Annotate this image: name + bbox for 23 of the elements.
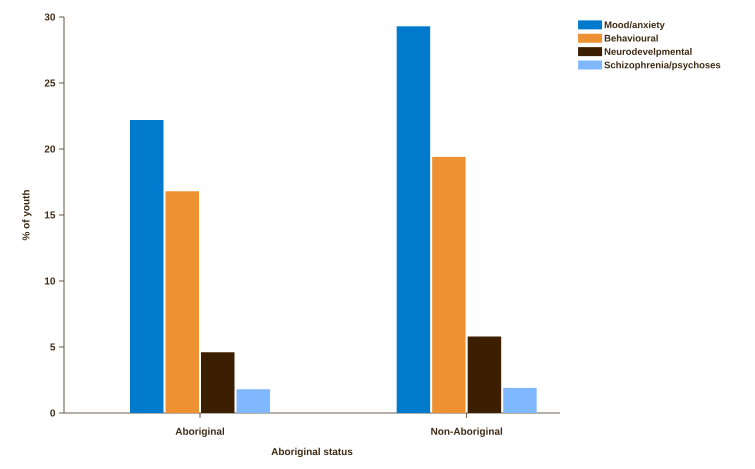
y-tick-label: 30: [44, 13, 56, 21]
bar: [130, 120, 164, 413]
legend-label: Mood/anxiety: [604, 21, 665, 30]
bar: [503, 388, 537, 413]
bar: [166, 191, 199, 413]
bar: [236, 389, 270, 413]
bar: [396, 26, 430, 413]
y-tick-label: 0: [50, 409, 56, 417]
y-tick-label: 15: [44, 212, 56, 218]
y-tick-label: 20: [44, 145, 56, 153]
bar: [432, 156, 466, 413]
y-tick-label: 10: [44, 277, 56, 285]
bar: [468, 336, 502, 413]
y-tick-label: 5: [50, 344, 56, 350]
bar: [201, 352, 234, 413]
legend-label: Behavioural: [604, 34, 658, 42]
x-axis-title: Aboriginal status: [271, 448, 352, 458]
y-tick-label: 25: [44, 79, 56, 87]
legend-label: Neurodevelpmental: [604, 48, 692, 57]
x-tick-label: Aboriginal: [176, 428, 224, 437]
x-tick-label: Non-Aboriginal: [431, 428, 502, 437]
legend-label: Schizophrenia/psychoses: [604, 61, 720, 70]
y-axis-title: % of youth: [22, 190, 32, 240]
